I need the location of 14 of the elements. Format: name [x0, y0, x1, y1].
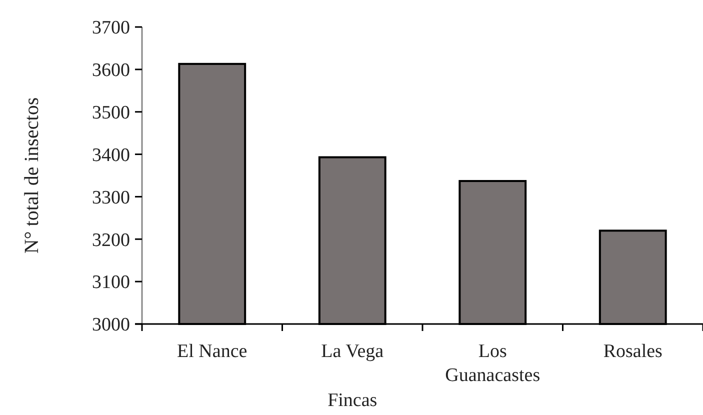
x-axis-title: Fincas [328, 390, 378, 411]
y-tick-label: 3300 [92, 187, 130, 208]
y-tick-label: 3100 [92, 272, 130, 294]
x-tick-label: Los Guanacastes [445, 341, 540, 386]
y-tick-label: 3700 [92, 18, 130, 39]
y-tick-label: 3200 [92, 230, 130, 251]
x-tick-label: La Vega [321, 341, 384, 362]
x-tick-label: El Nance [177, 341, 248, 362]
y-tick-label: 3600 [92, 60, 130, 82]
x-tick-label: Rosales [603, 341, 662, 362]
y-tick-label: 3500 [92, 102, 130, 124]
y-axis-title: N° total de insectos [21, 97, 43, 254]
y-tick-label: 3400 [92, 144, 130, 166]
y-tick-label: 3000 [92, 314, 130, 336]
